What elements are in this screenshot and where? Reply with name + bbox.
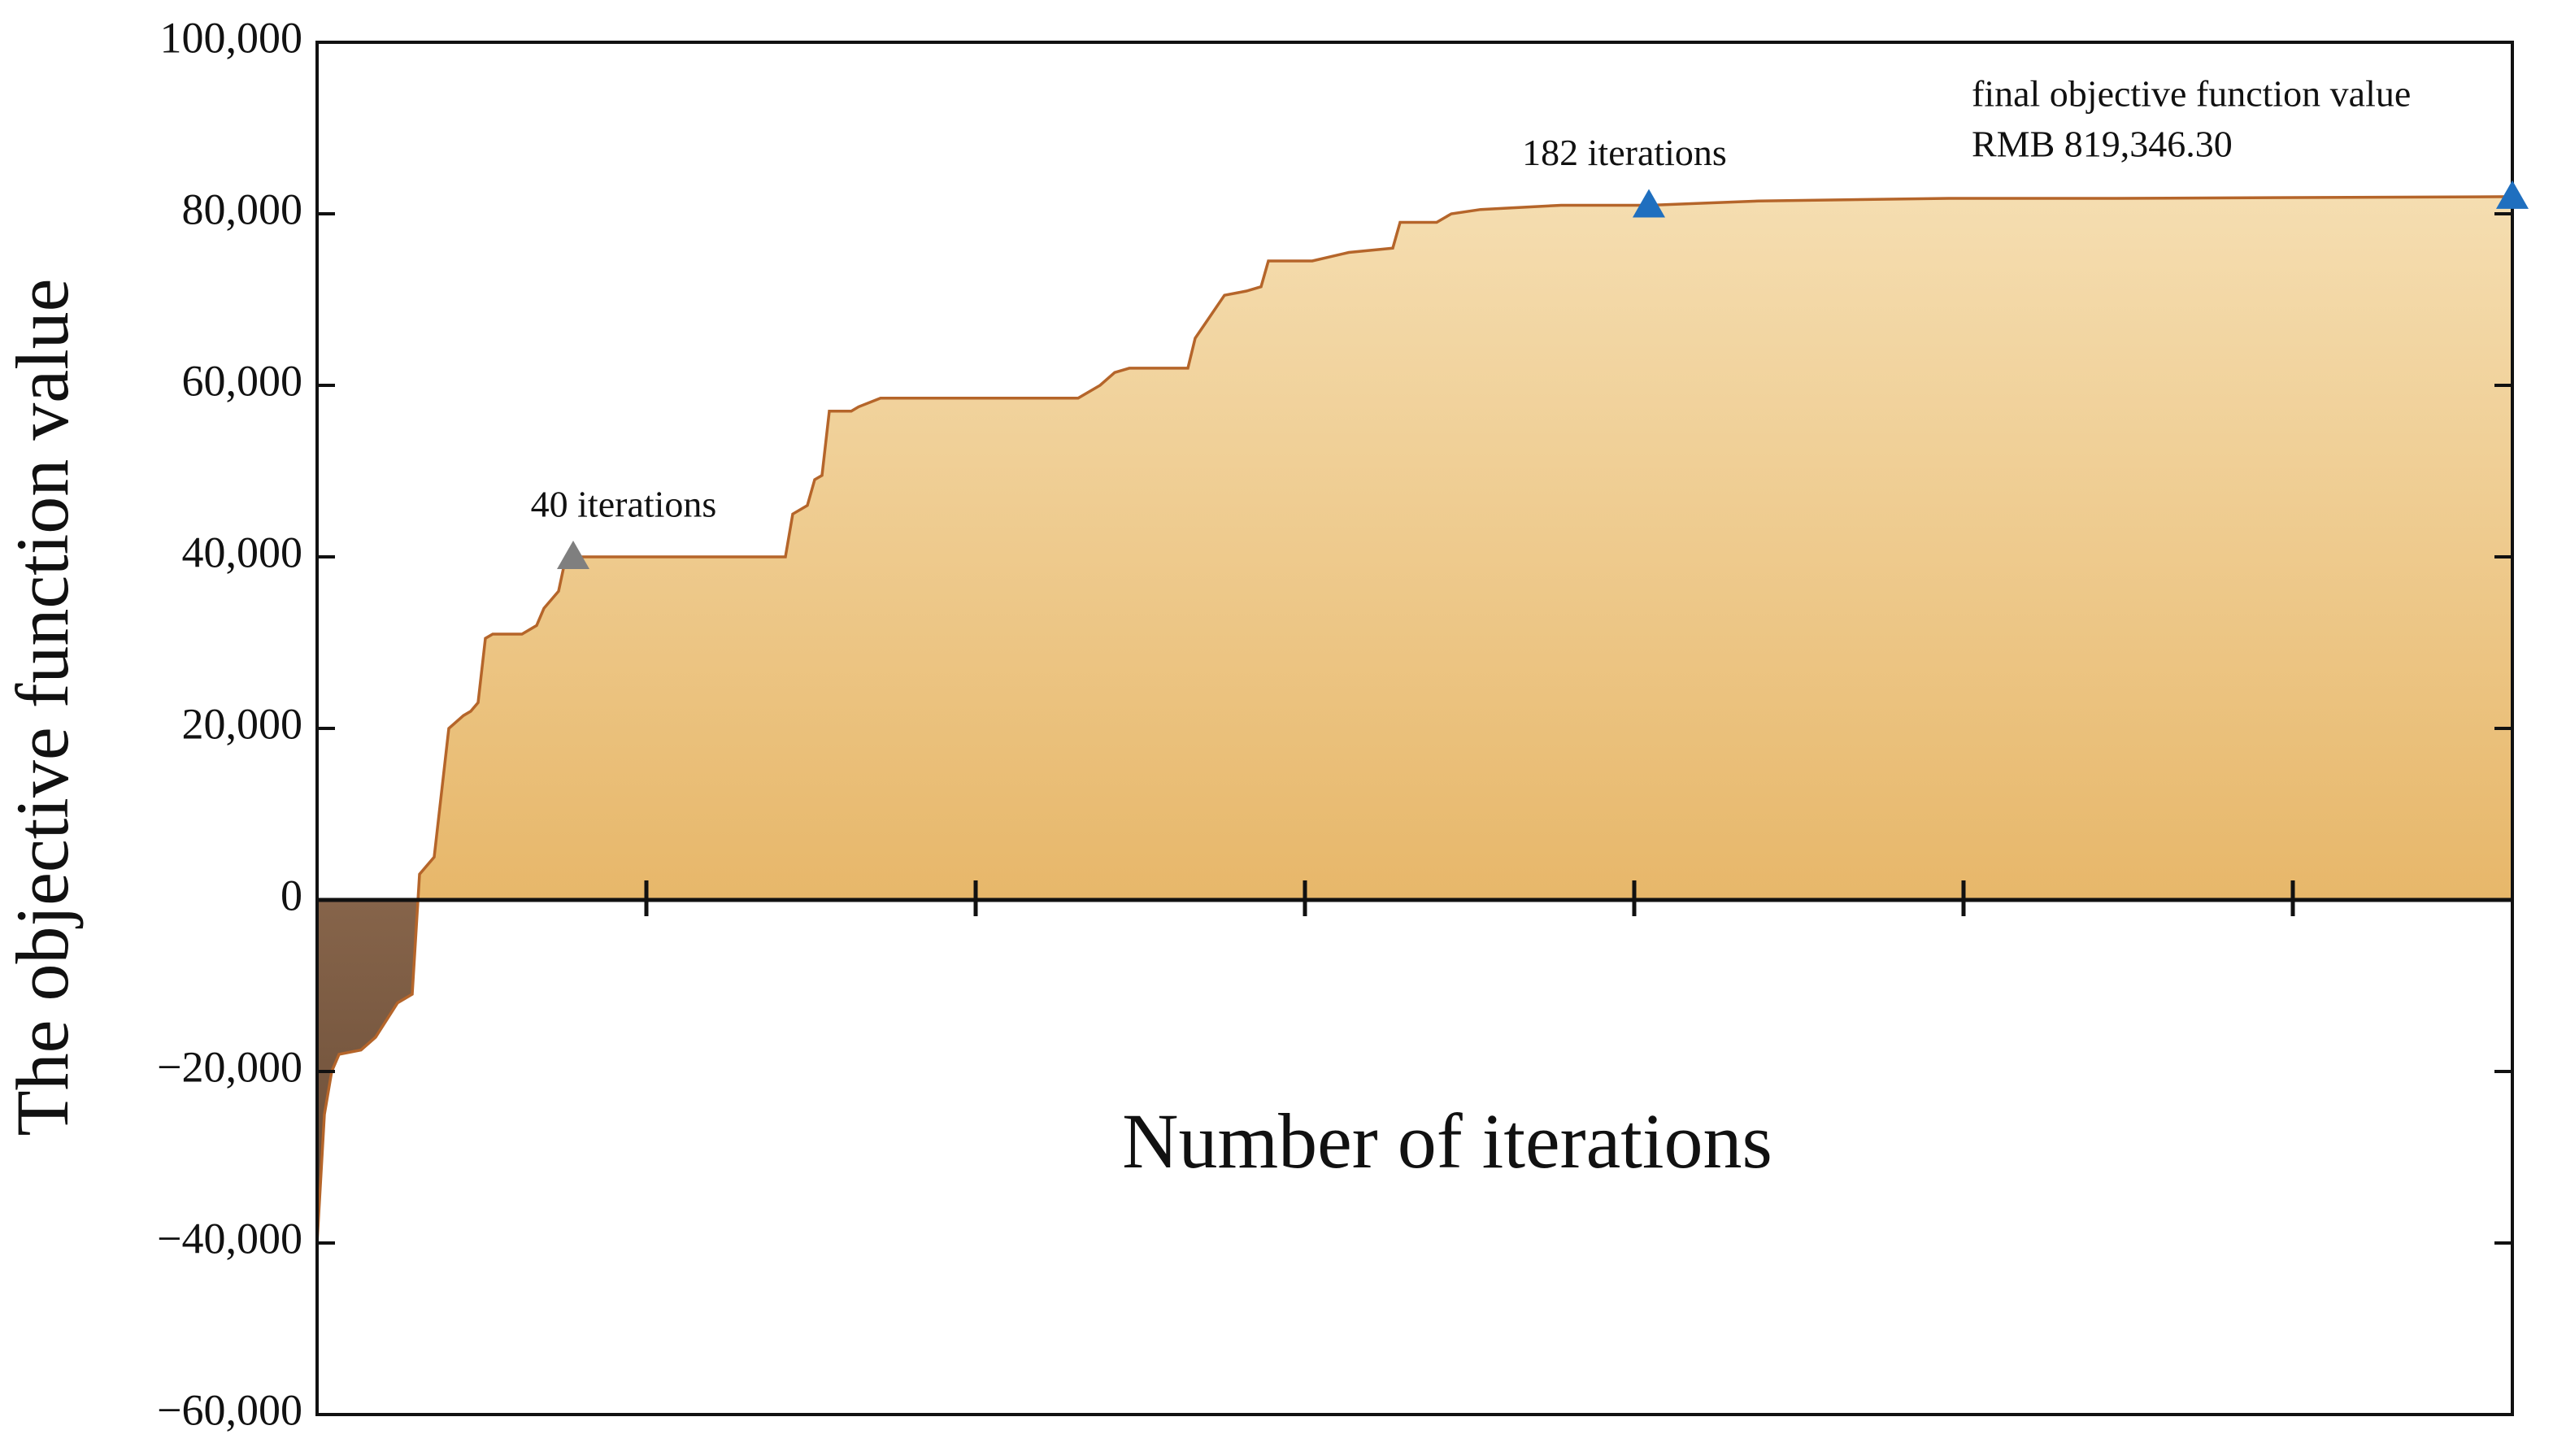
y-tick-label: 0 <box>281 871 302 919</box>
x-axis-title: Number of iterations <box>1122 1097 1772 1184</box>
line <box>315 195 2513 1244</box>
y-tick-label: −20,000 <box>157 1042 302 1091</box>
y-tick-label: −60,000 <box>157 1385 302 1434</box>
y-tick-label: 40,000 <box>182 528 303 576</box>
y-tick-label: −40,000 <box>157 1214 302 1263</box>
area-fill <box>317 196 2512 1243</box>
annotation: 40 iterations <box>531 484 717 525</box>
annotation: 182 iterations <box>1522 132 1727 173</box>
y-tick-label: 60,000 <box>182 356 303 405</box>
marker <box>2496 180 2529 209</box>
marker <box>557 541 589 569</box>
y-axis-title: The objective function value <box>1 278 84 1136</box>
y-tick-label: 80,000 <box>182 185 303 233</box>
marker <box>1633 189 1665 218</box>
annotation: final objective function value <box>1972 72 2411 114</box>
annotation: RMB 819,346.30 <box>1972 123 2233 164</box>
y-tick-label: 100,000 <box>160 13 303 62</box>
y-tick-label: 20,000 <box>182 699 303 748</box>
